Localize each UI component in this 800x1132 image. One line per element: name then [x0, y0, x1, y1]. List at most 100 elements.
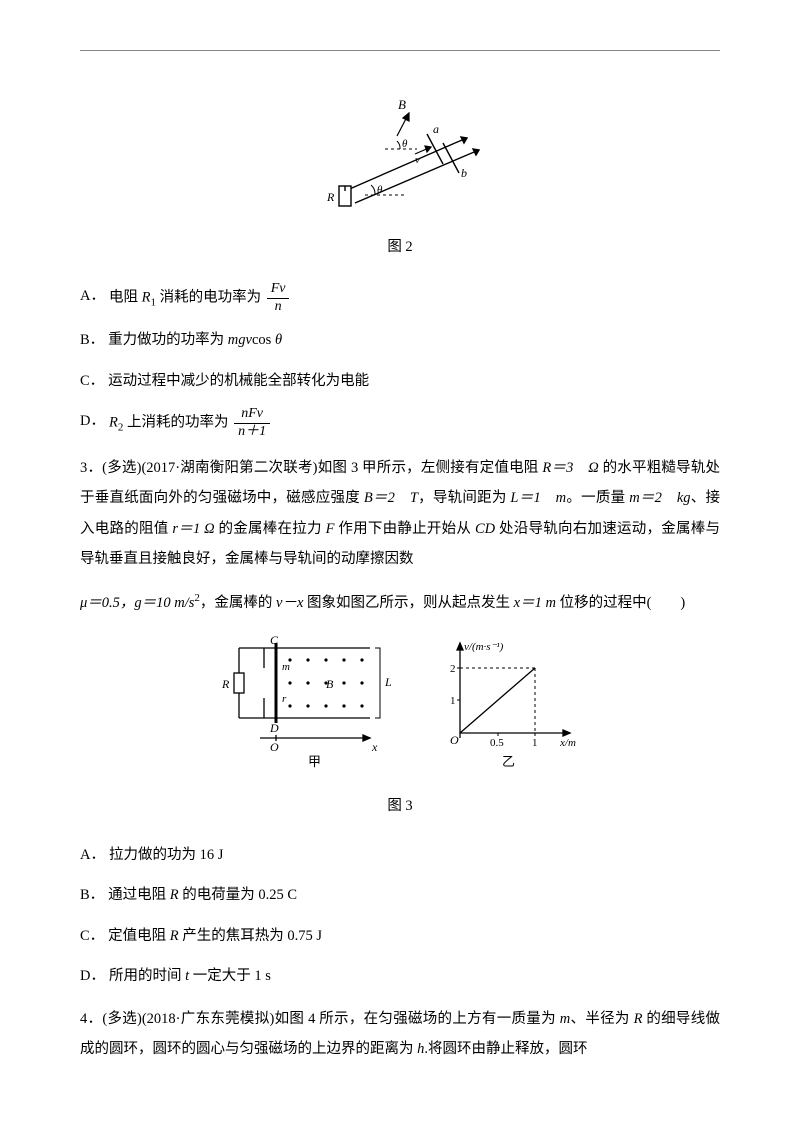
- q3-number: 3．: [80, 460, 102, 476]
- fig2-v: v: [415, 154, 420, 166]
- q3-problem-line2: μ＝0.5，g＝10 m/s2，金属棒的 v－x 图象如图乙所示，则从起点发生 …: [80, 587, 720, 618]
- figure-3-svg: C D m r B L R O x 甲: [210, 630, 590, 770]
- fig3-left-caption: 甲: [308, 754, 321, 769]
- fig3-x05: 0.5: [490, 737, 504, 749]
- fraction: Fvn: [267, 281, 290, 316]
- l-eq: L＝1 m: [510, 490, 566, 506]
- q3-option-a: A． 拉力做的功为 16 J: [80, 840, 720, 870]
- fig3-R: R: [221, 677, 230, 691]
- t: 如图 3 甲所示，左侧接有定值电阻: [318, 460, 543, 476]
- q4-problem: 4．(多选)(2018·广东东莞模拟)如图 4 所示，在匀强磁场的上方有一质量为…: [80, 1004, 720, 1065]
- t: 通过电阻: [108, 887, 170, 903]
- text: 电阻: [109, 290, 142, 306]
- t: 所用的时间: [109, 968, 185, 984]
- option-text: 重力做功的功率为 mgvcos θ: [108, 325, 282, 355]
- option-letter: D．: [80, 961, 105, 991]
- text: 上消耗的功率为: [123, 415, 228, 431]
- option-letter: B．: [80, 325, 104, 355]
- fig3-y2: 2: [450, 663, 456, 675]
- frac-num: Fv: [267, 281, 290, 299]
- fig2-a: a: [433, 122, 439, 136]
- q2-option-b: B． 重力做功的功率为 mgvcos θ: [80, 325, 720, 355]
- vx: v－x: [276, 595, 303, 611]
- fig3-Oright: O: [450, 733, 459, 747]
- frac-den: n＋1: [234, 424, 270, 441]
- q3-option-d: D． 所用的时间 t 一定大于 1 s: [80, 961, 720, 991]
- t: .将圆环由静止释放，圆环: [424, 1041, 587, 1057]
- t: 。一质量: [566, 490, 629, 506]
- expr: mgv: [228, 332, 252, 348]
- t: 的金属棒在拉力: [215, 521, 326, 537]
- option-text: 运动过程中减少的机械能全部转化为电能: [108, 366, 369, 396]
- t: 、半径为: [570, 1011, 633, 1027]
- frac-num: nFv: [234, 406, 270, 424]
- fig3-ylabel: v/(m·s⁻¹): [464, 641, 504, 653]
- option-letter: C．: [80, 366, 104, 396]
- figure-2-label: 图 2: [80, 232, 720, 262]
- t: 定值电阻: [108, 928, 170, 944]
- fig3-r: r: [282, 693, 287, 705]
- theta: θ: [275, 332, 282, 348]
- t: 如图 4 所示，在匀强磁场的上方有一质量为: [274, 1011, 559, 1027]
- option-letter: A．: [80, 840, 105, 870]
- q4-number: 4．: [80, 1011, 102, 1027]
- frac-den: n: [267, 299, 290, 316]
- figure-2-svg: B a b v R θ θ: [315, 91, 485, 211]
- option-text: 电阻 R1 消耗的电功率为 Fvn: [109, 281, 292, 316]
- fig3-x: x: [371, 740, 378, 754]
- q2-option-c: C． 运动过程中减少的机械能全部转化为电能: [80, 366, 720, 396]
- r: R: [170, 887, 179, 903]
- option-text: 定值电阻 R 产生的焦耳热为 0.75 J: [108, 921, 322, 951]
- t: 图象如图乙所示，则从起点发生: [303, 595, 513, 611]
- q2-option-a: A． 电阻 R1 消耗的电功率为 Fvn: [80, 281, 720, 316]
- q3-tag: (多选)(2017·湖南衡阳第二次联考): [102, 460, 317, 476]
- fig2-B: B: [398, 97, 406, 112]
- fig2-R: R: [326, 190, 335, 204]
- fig3-O: O: [270, 740, 279, 754]
- option-text: R2 上消耗的功率为 nFvn＋1: [109, 406, 272, 441]
- fig3-x1: 1: [532, 737, 538, 749]
- fig3-m: m: [282, 661, 290, 673]
- text: 消耗的电功率为: [156, 290, 261, 306]
- q3-option-c: C． 定值电阻 R 产生的焦耳热为 0.75 J: [80, 921, 720, 951]
- cd: CD: [475, 521, 495, 537]
- den-text: n＋1: [238, 424, 266, 439]
- option-letter: D．: [80, 406, 105, 436]
- fig2-b: b: [461, 166, 467, 180]
- m-eq: m＝2 kg: [629, 490, 690, 506]
- figure-3-label: 图 3: [80, 791, 720, 821]
- m: m: [560, 1011, 570, 1027]
- fig2-theta1: θ: [377, 184, 383, 196]
- option-letter: C．: [80, 921, 104, 951]
- option-letter: A．: [80, 281, 105, 311]
- cos: cos: [252, 332, 275, 348]
- option-text: 所用的时间 t 一定大于 1 s: [109, 961, 271, 991]
- option-text: 拉力做的功为 16 J: [109, 840, 223, 870]
- fig3-D: D: [269, 721, 279, 735]
- t: μ＝0.5，g＝10 m/s: [80, 595, 194, 611]
- b-eq: B＝2 T: [364, 490, 418, 506]
- fig3-C: C: [270, 633, 279, 647]
- fraction: nFvn＋1: [234, 406, 270, 441]
- figure-3: C D m r B L R O x 甲: [80, 630, 720, 781]
- t: 一定大于 1 s: [189, 968, 271, 984]
- r-eq2: r＝1 Ω: [172, 521, 214, 537]
- q3-option-b: B． 通过电阻 R 的电荷量为 0.25 C: [80, 880, 720, 910]
- fig3-B: B: [326, 677, 334, 691]
- option-letter: B．: [80, 880, 104, 910]
- f: F: [326, 521, 335, 537]
- t: ，导轨间距为: [418, 490, 511, 506]
- text: 重力做功的功率为: [108, 332, 228, 348]
- t: 位移的过程中( ): [556, 595, 685, 611]
- fig2-theta2: θ: [402, 138, 408, 150]
- fig3-y1: 1: [450, 695, 456, 707]
- t: 产生的焦耳热为 0.75 J: [179, 928, 322, 944]
- t: 作用下由静止开始从: [335, 521, 476, 537]
- fig3-xlabel: x/m: [559, 737, 576, 749]
- q4-tag: (多选)(2018·广东东莞模拟): [102, 1011, 274, 1027]
- figure-2: B a b v R θ θ: [80, 91, 720, 222]
- r: R: [170, 928, 179, 944]
- r2: R: [109, 415, 118, 431]
- q2-option-d: D． R2 上消耗的功率为 nFvn＋1: [80, 406, 720, 441]
- r-eq: R＝3 Ω: [542, 460, 598, 476]
